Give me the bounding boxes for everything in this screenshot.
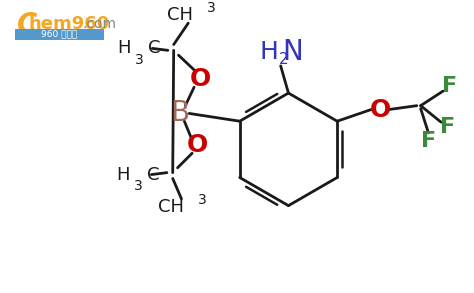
Text: F: F [421, 131, 436, 151]
Text: 3: 3 [198, 193, 207, 207]
Text: CH: CH [158, 197, 184, 216]
Text: 960 化工网: 960 化工网 [41, 29, 78, 38]
Text: H: H [117, 166, 130, 184]
Text: H: H [118, 39, 131, 57]
Text: F: F [440, 117, 456, 137]
Text: 3: 3 [136, 53, 144, 67]
Text: O: O [190, 67, 211, 91]
Text: C: C [148, 39, 161, 57]
Text: C: C [147, 166, 160, 184]
Text: 2: 2 [279, 52, 288, 67]
Text: O: O [186, 134, 208, 157]
Text: 3: 3 [207, 1, 216, 16]
FancyBboxPatch shape [15, 29, 104, 40]
Text: F: F [442, 76, 457, 96]
Text: C: C [17, 11, 37, 39]
Text: hem960: hem960 [28, 15, 109, 33]
Text: O: O [369, 98, 391, 122]
Text: B: B [170, 99, 189, 127]
Text: CH: CH [167, 6, 193, 24]
Text: .com: .com [82, 17, 117, 31]
Text: 3: 3 [134, 179, 143, 193]
Text: H: H [260, 40, 279, 64]
Text: N: N [283, 38, 303, 66]
